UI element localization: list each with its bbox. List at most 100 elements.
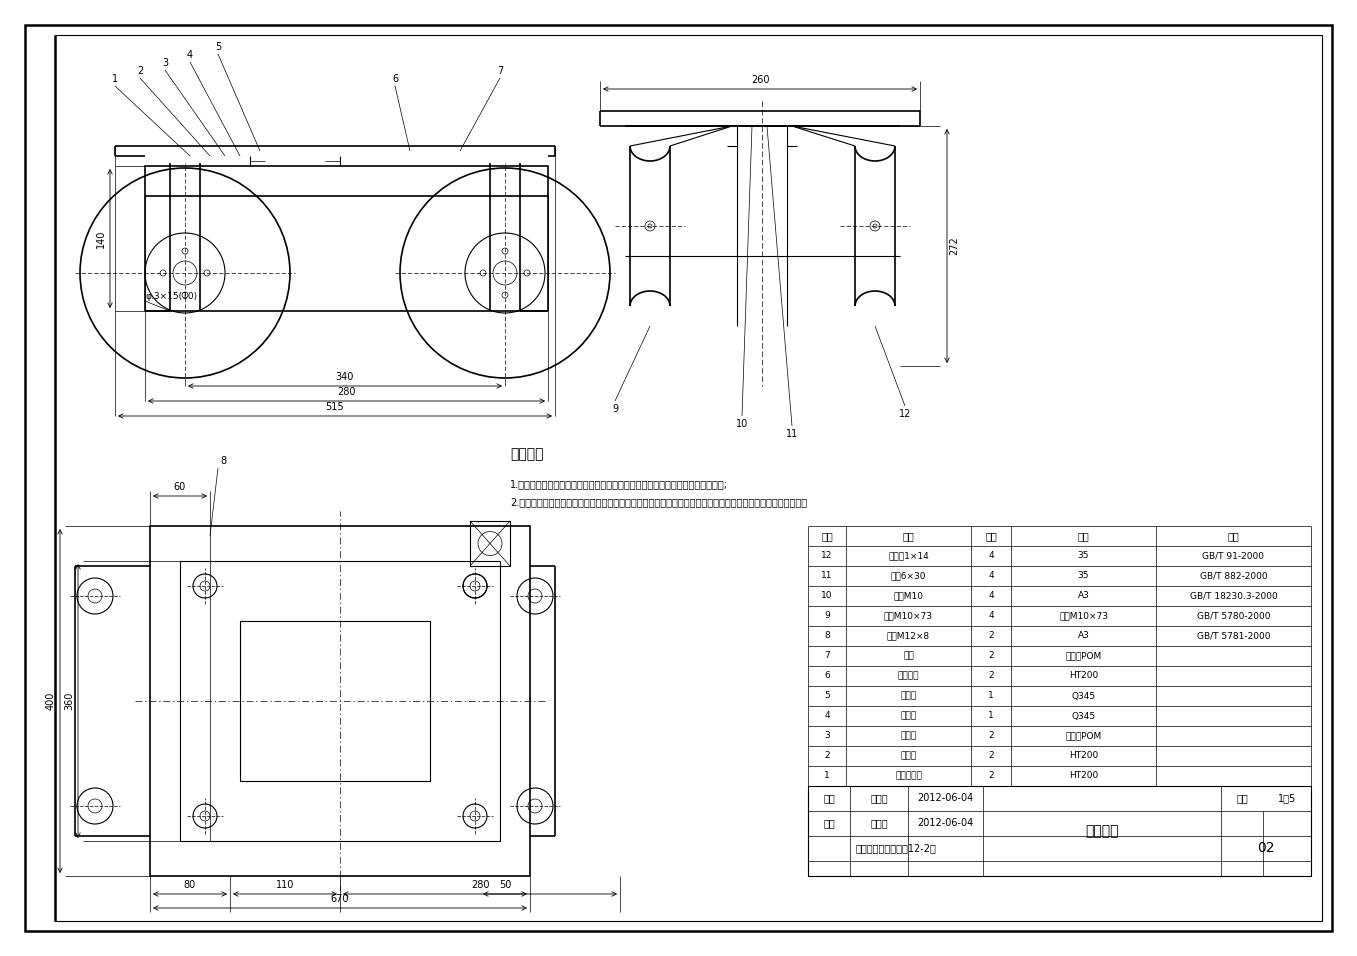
Bar [151,526,531,876]
Text: 脚轮支架: 脚轮支架 [898,671,919,681]
Text: 4: 4 [988,572,993,580]
Text: A3: A3 [1077,632,1090,641]
Bar [145,166,548,196]
Text: 审核: 审核 [824,818,835,828]
Text: Q345: Q345 [1072,711,1095,721]
Text: 360: 360 [64,692,75,710]
Text: Q345: Q345 [1072,691,1095,701]
Text: 35: 35 [1077,552,1090,560]
Bar [240,621,430,781]
Text: 2.螺钉、螺栓和螺母紧固时，严禁打击或使用不合适的呆扳手，紧固后螺钉槽、螺母和螺钉、螺栓头部不得损坏。: 2.螺钉、螺栓和螺母紧固时，严禁打击或使用不合适的呆扳手，紧固后螺钉槽、螺母和螺… [510,497,807,507]
Text: 140: 140 [96,229,106,248]
Text: 聚乙烯POM: 聚乙烯POM [1065,651,1102,661]
Text: 1: 1 [988,691,993,701]
Text: 开口销1×14: 开口销1×14 [887,552,930,560]
Text: 2012-06-04: 2012-06-04 [917,818,973,828]
Bar [807,786,1311,876]
Text: 8: 8 [824,632,830,641]
Text: 1：5: 1：5 [1278,793,1296,803]
Text: 280: 280 [471,880,490,890]
Text: GB/T 91-2000: GB/T 91-2000 [1202,552,1265,560]
Text: 制图: 制图 [824,793,835,803]
Text: 螺栓M12×8: 螺栓M12×8 [887,632,930,641]
Text: 272: 272 [949,237,959,255]
Text: 8: 8 [220,456,227,466]
Text: 2012-06-04: 2012-06-04 [917,793,973,803]
Text: 聚乙烯POM: 聚乙烯POM [1065,731,1102,741]
Text: 260: 260 [750,75,769,85]
Text: 万向轮: 万向轮 [901,731,916,741]
Text: 12: 12 [898,409,911,419]
Text: 2: 2 [988,731,993,741]
Text: HT200: HT200 [1069,771,1098,780]
Text: 举里木大学机械设计12-2班: 举里木大学机械设计12-2班 [855,843,936,853]
Text: 60: 60 [174,482,186,492]
Bar [180,561,499,841]
Text: 11: 11 [786,429,798,439]
Text: 技术要求: 技术要求 [510,447,544,461]
Text: 3: 3 [161,58,168,68]
Text: 5: 5 [214,42,221,52]
Text: A3: A3 [1077,592,1090,600]
Text: HT200: HT200 [1069,751,1098,761]
Text: 2: 2 [824,751,830,761]
Text: 6: 6 [824,671,830,681]
Text: 备注: 备注 [1228,531,1239,541]
Text: GB/T 5780-2000: GB/T 5780-2000 [1197,612,1270,620]
Text: GB/T 18230.3-2000: GB/T 18230.3-2000 [1190,592,1277,600]
Text: 销轴6×30: 销轴6×30 [890,572,927,580]
Text: 50: 50 [499,880,512,890]
Text: 范修文: 范修文 [870,818,887,828]
Text: 1: 1 [824,771,830,780]
Text: 340: 340 [335,372,354,382]
Text: HT200: HT200 [1069,671,1098,681]
Text: 2: 2 [988,751,993,761]
Text: 10: 10 [735,419,748,429]
Text: 2: 2 [137,66,142,76]
Text: 机架装配: 机架装配 [1086,824,1118,838]
Text: 比例: 比例 [1236,793,1248,803]
Text: 02: 02 [1257,841,1274,855]
Text: 2: 2 [988,771,993,780]
Text: 5: 5 [824,691,830,701]
Text: 515: 515 [326,402,345,412]
Text: 35: 35 [1077,572,1090,580]
Text: 9: 9 [824,612,830,620]
Text: 110: 110 [275,880,294,890]
Text: 脚轮: 脚轮 [904,651,913,661]
Bar [470,521,510,566]
Text: 7: 7 [824,651,830,661]
Text: 10: 10 [821,592,833,600]
Text: 名称: 名称 [902,531,915,541]
Text: 上机架: 上机架 [901,691,916,701]
Text: 4: 4 [187,50,193,60]
Text: 2: 2 [988,632,993,641]
Text: 连接板: 连接板 [901,751,916,761]
Text: GB/T 882-2000: GB/T 882-2000 [1200,572,1267,580]
Text: 7: 7 [497,66,503,76]
Text: 2: 2 [988,671,993,681]
Text: 序号: 序号 [821,531,833,541]
Text: 2: 2 [988,651,993,661]
Text: 螺母M10: 螺母M10 [893,592,924,600]
Text: 4: 4 [824,711,830,721]
Text: 6: 6 [392,74,398,84]
Text: 万向轮支架: 万向轮支架 [896,771,921,780]
Text: 11: 11 [821,572,833,580]
Text: 670: 670 [331,894,349,904]
Text: 材料: 材料 [1077,531,1090,541]
Text: 数量: 数量 [985,531,997,541]
Text: 螺栓M10×73: 螺栓M10×73 [883,612,934,620]
Text: 12: 12 [821,552,833,560]
Text: φ.3×15(10): φ.3×15(10) [145,292,197,301]
Text: 1.零件在装配前必须清洗干净，不得有毛刺、飞边、氧化皮、锈蚀、切屑和灰尘等;: 1.零件在装配前必须清洗干净，不得有毛刺、飞边、氧化皮、锈蚀、切屑和灰尘等; [510,479,727,489]
Text: 280: 280 [338,387,356,397]
Text: 3: 3 [824,731,830,741]
Text: 80: 80 [185,880,197,890]
Text: 下机架: 下机架 [901,711,916,721]
Text: 1: 1 [988,711,993,721]
Text: 4: 4 [988,592,993,600]
Text: 1: 1 [111,74,118,84]
Text: 9: 9 [612,404,617,414]
Text: GB/T 5781-2000: GB/T 5781-2000 [1197,632,1270,641]
